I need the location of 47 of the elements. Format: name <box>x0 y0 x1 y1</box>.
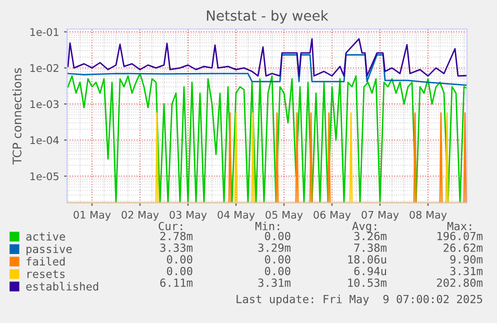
text: Cur: <box>158 222 182 230</box>
legend-label: passive <box>26 244 72 256</box>
x-tick-label: 08 May <box>410 210 447 221</box>
text: 3.31m <box>258 278 290 287</box>
text: 2.78m <box>160 232 192 240</box>
text: 6.11m <box>160 278 192 287</box>
y-tick-label: 1e-05 <box>30 172 58 180</box>
text: 196.07m <box>438 232 482 240</box>
text: 0.00 <box>264 255 290 264</box>
x-tick-label: 01 May <box>74 210 111 221</box>
text: 3.26m <box>354 232 386 240</box>
legend-label: established <box>26 282 98 291</box>
text: 3.29m <box>258 244 290 252</box>
line-series <box>67 38 467 77</box>
text: 18.06u <box>348 255 386 264</box>
x-tick-label: 05 May <box>266 210 303 221</box>
x-tick-label: 04 May <box>218 210 255 221</box>
text: 0.00 <box>264 266 290 276</box>
line-series <box>67 54 467 86</box>
text: 9.90m <box>450 255 482 264</box>
y-tick-label: 1e-01 <box>30 28 58 36</box>
text: 7.38m <box>354 244 386 252</box>
x-tick-label: 02 May <box>122 210 159 221</box>
text: 3.31m <box>450 266 482 276</box>
text: 0.00 <box>264 232 290 240</box>
text: 0.00 <box>166 266 192 276</box>
x-tick-label: 07 May <box>362 210 399 221</box>
chart-title: Netstat - by week <box>206 10 328 24</box>
text: Last update: Fri May 9 07:00:02 2025 <box>236 294 482 306</box>
text: 10.53m <box>348 278 386 287</box>
text: 3.33m <box>160 244 192 252</box>
text: Max: <box>447 222 472 230</box>
text: 0.00 <box>166 255 192 264</box>
y-tick-label: 1e-04 <box>30 136 59 144</box>
text: 26.62m <box>444 244 482 252</box>
text: Avg: <box>352 222 376 232</box>
legend-label: resets <box>28 270 65 278</box>
y-tick-label: 1e-03 <box>30 100 59 108</box>
legend-label: active <box>26 232 66 241</box>
text: Min: <box>255 222 280 230</box>
x-tick-label: 03 May <box>170 210 207 221</box>
y-axis-title: TCP connections <box>12 68 22 164</box>
legend-label: failed <box>26 256 65 266</box>
text: 202.80m <box>437 278 482 287</box>
x-tick-label: 06 May <box>314 210 351 221</box>
text: 6.94u <box>354 266 386 276</box>
y-tick-label: 1e-02 <box>30 64 58 72</box>
